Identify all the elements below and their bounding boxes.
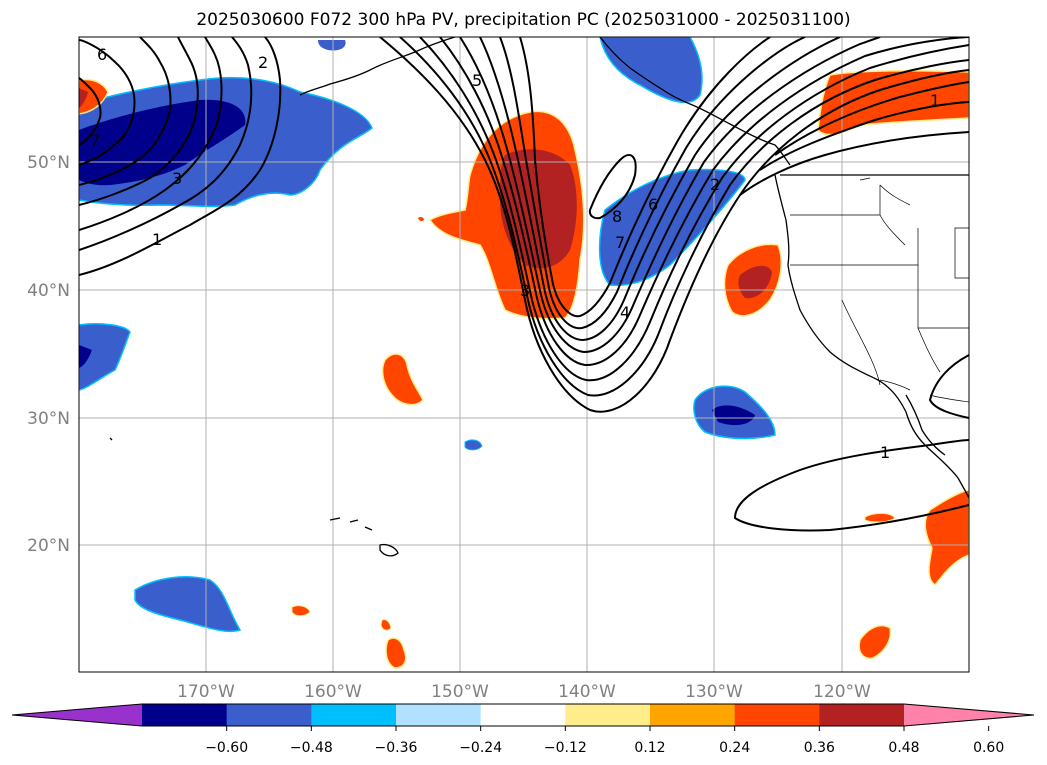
blue-region-aleutian-bit [318, 40, 346, 51]
darkblue-core-north-pacific [79, 99, 246, 186]
contour-label: 1 [152, 230, 162, 249]
coastlines [109, 37, 969, 557]
blue-region-alaska [599, 37, 703, 104]
contour-label: 1 [930, 91, 940, 110]
contour-label: 1 [880, 443, 890, 462]
lat-label: 30°N [27, 409, 70, 429]
longitude-labels: 170°W 160°W 150°W 140°W 130°W 120°W [177, 682, 871, 702]
contour-label: 7 [615, 233, 625, 252]
colorbar-segment [311, 704, 397, 726]
colorbar-tick-label: 0.24 [719, 740, 750, 756]
pv-contours [79, 37, 969, 532]
orange-region-tiny-2 [380, 619, 392, 631]
colorbar-segment [226, 704, 312, 726]
contour-label: 6 [97, 45, 107, 64]
darkblue-core-west-edge [79, 345, 92, 368]
orange-region-mid-pacific [381, 353, 424, 406]
contour-label: 7 [90, 131, 100, 150]
colorbar-extend-high [904, 704, 1034, 726]
colorbar-segment [565, 704, 651, 726]
colorbar-tick-label: 0.60 [973, 740, 1004, 756]
orange-region-tiny-3 [864, 512, 896, 523]
colorbar-tick-label: −0.60 [205, 740, 248, 756]
colorbar-tick-label: −0.12 [544, 740, 587, 756]
map-plot-area: 6 2 5 7 3 1 8 6 7 2 4 3 1 1 [79, 37, 969, 672]
orange-region-small-south [385, 637, 407, 669]
contour-label: 3 [172, 169, 182, 188]
lon-label: 120°W [813, 682, 871, 702]
colorbar-ticks: −0.60 −0.48 −0.36 −0.24 −0.12 0.12 0.24 0.36 0.4… [205, 726, 1004, 756]
lon-label: 160°W [304, 682, 362, 702]
orange-region-nw-corner [79, 78, 109, 115]
blue-region-south-pacific [134, 576, 242, 632]
lon-label: 130°W [685, 682, 743, 702]
colorbar-tick-label: 0.48 [888, 740, 919, 756]
contour-label: 2 [258, 53, 268, 72]
colorbar-segment [819, 704, 905, 726]
colorbar-segment [734, 704, 820, 726]
lat-label: 40°N [27, 281, 70, 301]
colorbar-tick-label: −0.36 [375, 740, 418, 756]
colorbar-tick-label: −0.24 [459, 740, 502, 756]
contour-label-group: 6 2 5 7 3 1 8 6 7 2 4 3 1 1 [90, 45, 940, 462]
colorbar-segment [650, 704, 736, 726]
lat-label: 20°N [27, 536, 70, 556]
contour-label: 8 [612, 207, 622, 226]
map-frame [78, 36, 970, 673]
colorbar-segments [12, 704, 1034, 726]
colorbar-tick-label: 0.12 [634, 740, 665, 756]
darkblue-core-subtropical [712, 405, 755, 426]
contour-label: 6 [648, 195, 658, 214]
orange-dot [418, 216, 424, 222]
lon-label: 170°W [177, 682, 235, 702]
colorbar-segment [480, 704, 566, 726]
colorbar-segment [396, 704, 482, 726]
colorbar-tick-label: −0.48 [290, 740, 333, 756]
latitude-labels: 50°N 40°N 30°N 20°N [27, 153, 70, 556]
colorbar-extend-low [12, 704, 142, 726]
contour-label: 4 [620, 303, 630, 322]
lon-label: 140°W [558, 682, 616, 702]
colorbar-tick-label: 0.36 [804, 740, 835, 756]
contour-label: 2 [710, 175, 720, 194]
red-core-nw-corner [79, 88, 88, 108]
lat-label: 50°N [27, 153, 70, 173]
blue-region-west-edge [79, 323, 131, 391]
orange-region-south [858, 624, 892, 660]
contour-label: 5 [472, 71, 482, 90]
orange-region-tiny-1 [291, 605, 311, 617]
colorbar: −0.60 −0.48 −0.36 −0.24 −0.12 0.12 0.24 0.36 0.4… [11, 703, 1035, 756]
state-borders [790, 177, 969, 403]
colorbar-segment [142, 704, 228, 726]
blue-region-small [464, 439, 483, 451]
lon-label: 150°W [431, 682, 489, 702]
colorbar-outline [11, 703, 1035, 727]
map-title: 2025030600 F072 300 hPa PV, precipitatio… [196, 10, 851, 30]
contour-label: 3 [520, 281, 530, 300]
